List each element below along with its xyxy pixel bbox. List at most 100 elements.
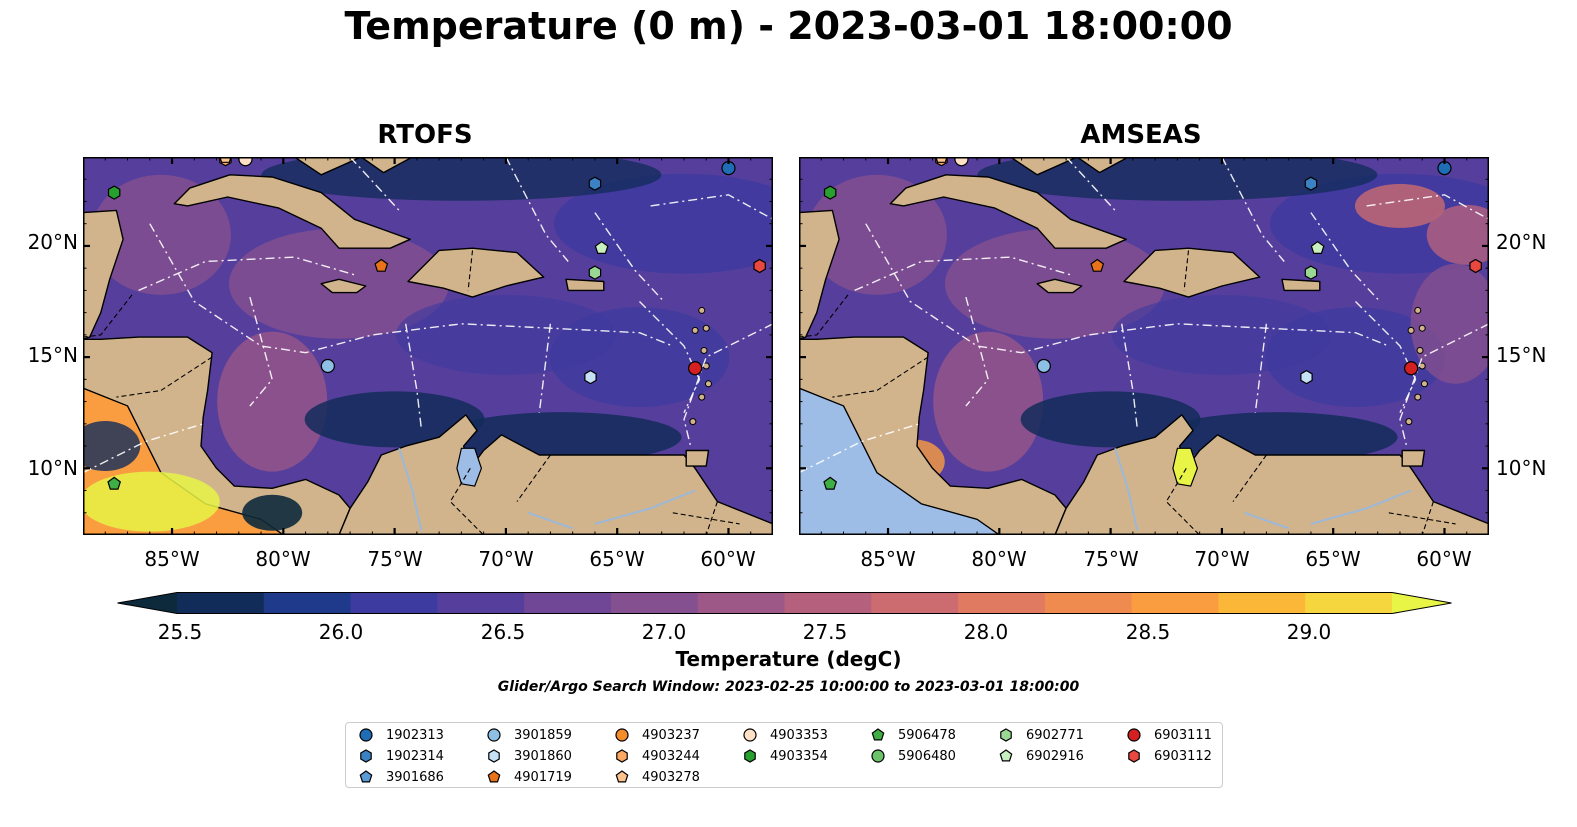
colorbar-segment: [1131, 592, 1220, 614]
national-border: [1183, 250, 1190, 291]
float-marker-3901859: [487, 728, 501, 742]
eez-boundary: [1366, 194, 1489, 220]
legend-item-4903354: 4903354: [742, 746, 828, 766]
lon-tick-label: 70°W: [1194, 547, 1250, 571]
national-border: [1232, 454, 1267, 502]
float-marker-6903112[interactable]: [1469, 258, 1482, 274]
float-marker-5906478: [871, 728, 885, 741]
eez-boundary: [249, 296, 273, 407]
pacific-no-data: [799, 387, 1001, 535]
legend-item-1902313: 1902313: [358, 725, 444, 745]
national-border: [1421, 501, 1434, 535]
float-marker-6903112: [1128, 749, 1140, 763]
eez-boundary: [650, 194, 773, 220]
colorbar-tick-label: 29.0: [1286, 620, 1332, 644]
legend-item-3901860: 3901860: [486, 746, 572, 766]
eez-boundary: [349, 157, 400, 211]
legend-label: 4903353: [770, 727, 828, 743]
float-marker-4901719[interactable]: [1090, 258, 1105, 272]
land-jamaica: [320, 278, 367, 294]
float-marker-6903111[interactable]: [1403, 361, 1419, 376]
land-bahamas: [1009, 157, 1130, 176]
legend-item-6903112: 6903112: [1126, 746, 1212, 766]
float-marker-5906478[interactable]: [823, 476, 838, 490]
lon-tick-label: 85°W: [144, 547, 200, 571]
float-marker-1902314[interactable]: [1304, 176, 1318, 191]
lon-tick-label: 75°W: [1083, 547, 1139, 571]
search-window-caption: Glider/Argo Search Window: 2023-02-25 10…: [497, 679, 1080, 695]
colorbar-label: Temperature (degC): [675, 647, 902, 671]
map-frame: [83, 157, 773, 535]
eez-boundary: [1254, 323, 1268, 413]
float-marker-4903354: [744, 749, 756, 763]
float-marker-3901859[interactable]: [1036, 358, 1051, 374]
land-puertorico: [1281, 278, 1321, 292]
colorbar-segment: [1218, 592, 1306, 614]
lat-tick-label: 15°N: [1496, 343, 1547, 367]
float-marker-5906478[interactable]: [107, 476, 122, 490]
rtofs-map[interactable]: [83, 157, 773, 535]
legend-label: 5906478: [898, 727, 956, 743]
eez-boundary: [1310, 212, 1381, 302]
lon-tick-label: 75°W: [367, 547, 423, 571]
legend-label: 1902314: [386, 748, 444, 764]
float-marker-4901719[interactable]: [374, 258, 389, 272]
legend-label: 6902771: [1026, 727, 1084, 743]
float-marker-6903112[interactable]: [753, 258, 766, 274]
eez-boundary: [1121, 323, 1138, 429]
eez-boundary: [865, 223, 1390, 354]
eez-boundary: [1399, 323, 1489, 447]
legend-label: 6903111: [1154, 727, 1212, 743]
national-border: [799, 294, 849, 338]
legend-item-4903237: 4903237: [614, 725, 700, 745]
float-marker-6902916[interactable]: [1310, 240, 1325, 254]
float-marker-4903354[interactable]: [107, 185, 121, 200]
legend-item-1902314: 1902314: [358, 746, 444, 766]
float-marker-6902916: [999, 749, 1013, 762]
colorbar-segment: [1044, 592, 1133, 614]
float-marker-3901859[interactable]: [320, 358, 335, 374]
float-marker-3901860[interactable]: [584, 369, 597, 385]
national-border: [467, 250, 474, 291]
float-marker-6902771[interactable]: [1304, 265, 1318, 280]
float-marker-6903111[interactable]: [687, 361, 703, 376]
legend-item-5906478: 5906478: [870, 725, 956, 745]
land-cuba: [889, 174, 1127, 249]
legend-label: 6902916: [1026, 748, 1084, 764]
lat-tick-label: 10°N: [27, 456, 78, 480]
float-marker-4903237: [615, 728, 629, 742]
eez-boundary: [594, 212, 665, 302]
float-marker-3901860[interactable]: [1300, 369, 1313, 385]
legend-item-4901719: 4901719: [486, 767, 572, 787]
colorbar-tick-label: 26.5: [480, 620, 526, 644]
colorbar-tick-label: 27.0: [641, 620, 687, 644]
legend-label: 3901860: [514, 748, 572, 764]
colorbar-tick-label: 26.0: [318, 620, 364, 644]
legend-item-6903111: 6903111: [1126, 725, 1212, 745]
float-marker-4903354[interactable]: [823, 185, 837, 200]
land-trinidad: [685, 449, 710, 467]
eez-boundary: [138, 256, 355, 292]
eez-boundary: [799, 423, 920, 474]
national-border: [116, 356, 213, 398]
land-cuba: [173, 174, 411, 249]
eez-boundary: [83, 423, 204, 474]
main-title: Temperature (0 m) - 2023-03-01 18:00:00: [344, 4, 1233, 48]
float-marker-1902314[interactable]: [588, 176, 602, 191]
lon-tick-label: 60°W: [700, 547, 756, 571]
eez-boundary: [149, 223, 674, 354]
lat-tick-label: 10°N: [1496, 456, 1547, 480]
legend-item-5906480: 5906480: [870, 746, 956, 766]
float-legend: 1902313 1902314 3901686 3901859 3901860 49017…: [345, 722, 1223, 788]
eez-boundary: [683, 323, 773, 447]
land-southamerica: [338, 414, 773, 535]
float-marker-4903278: [615, 770, 629, 783]
float-marker-6902771[interactable]: [588, 265, 602, 280]
land-jamaica: [1036, 278, 1083, 294]
float-marker-1902313: [359, 728, 373, 742]
legend-label: 4903354: [770, 748, 828, 764]
amseas-map[interactable]: [799, 157, 1489, 535]
lon-tick-label: 65°W: [1305, 547, 1361, 571]
legend-label: 4903244: [642, 748, 700, 764]
float-marker-6902916[interactable]: [594, 240, 609, 254]
